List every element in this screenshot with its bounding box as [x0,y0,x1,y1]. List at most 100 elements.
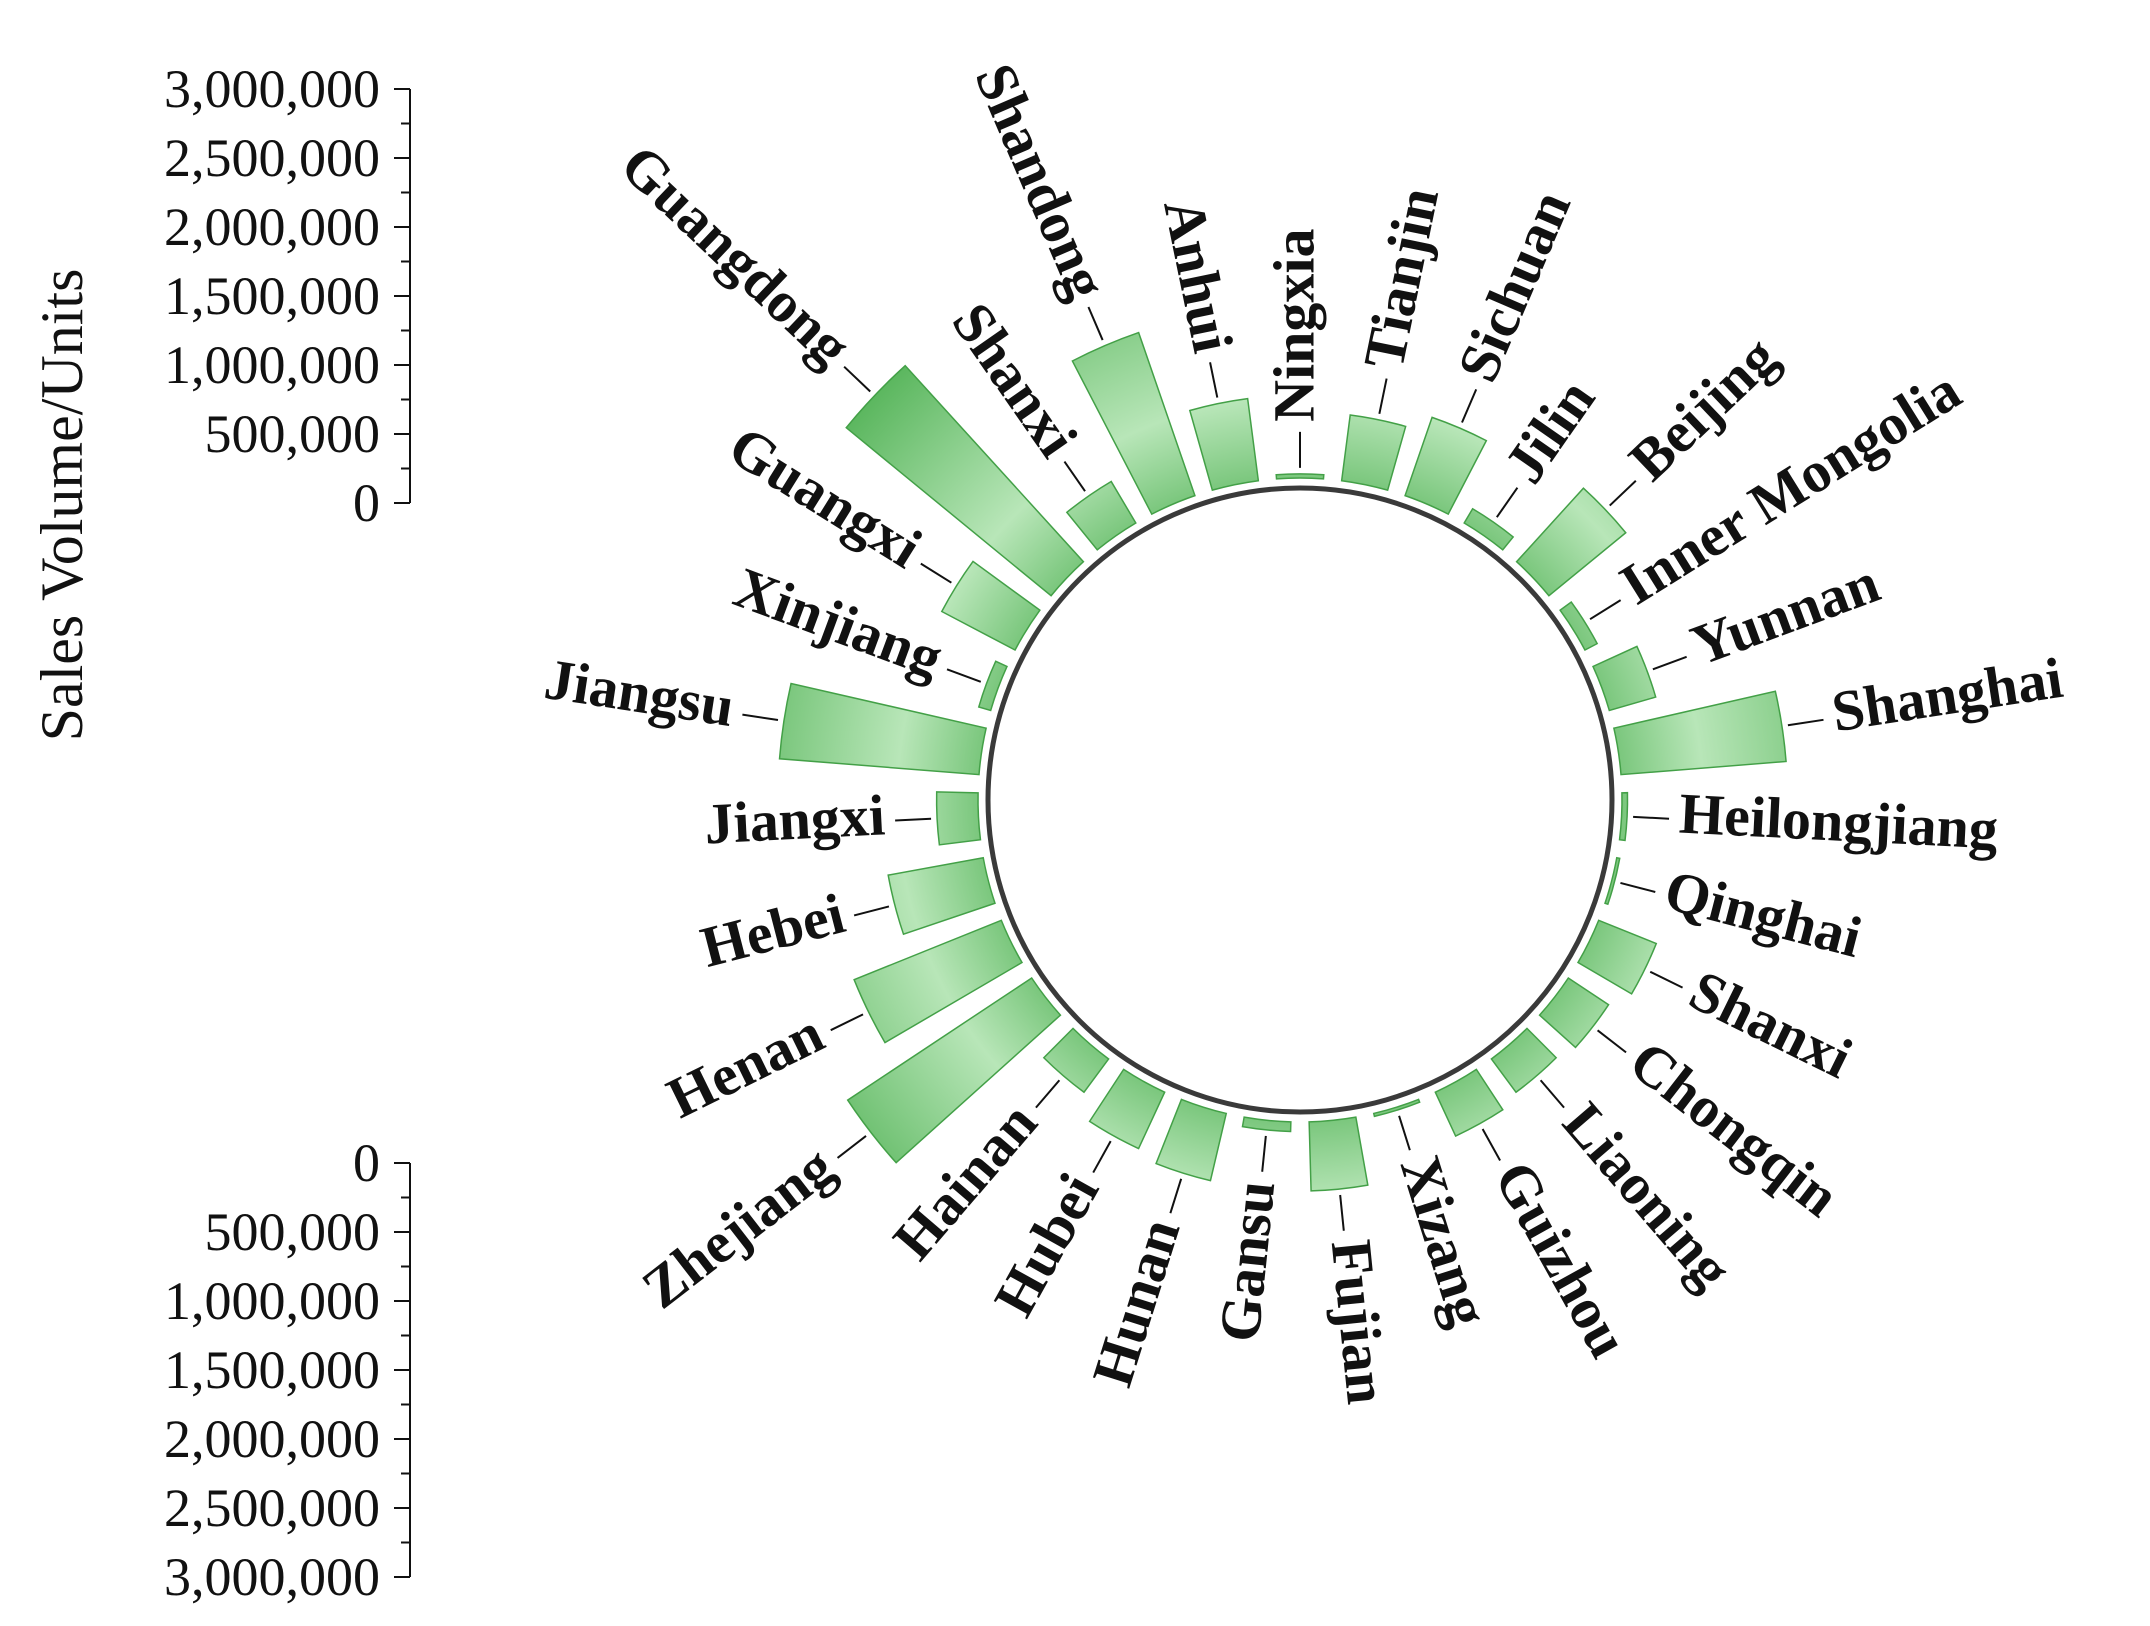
bar-beijing [1515,487,1627,597]
leader-lines [742,306,1824,1231]
category-label: Anhui [1151,193,1246,358]
bar-shanxi [1576,919,1658,995]
y-axis-label: Sales Volume/Units [29,269,95,742]
y-tick-label: 0 [353,1133,380,1193]
category-label: Tianjin [1351,182,1451,374]
leader-line [1398,1115,1411,1151]
leader-line [1339,1194,1345,1231]
y-tick-label: 1,000,000 [164,1271,380,1331]
bar-hebei [887,856,996,936]
base-circle [985,485,1615,1115]
y-axis-top: 0 500,000 1,000,000 1,500,000 2,000,000 2,500… [164,59,411,533]
y-tick-label: 500,000 [205,1202,381,1262]
bar-hainan [1042,1027,1110,1094]
category-label: Fujian [1319,1237,1400,1407]
leader-line [742,713,779,722]
leader-line [843,365,871,393]
leader-line [836,1135,867,1159]
bar-xizang [1372,1098,1421,1118]
y-tick-label: 0 [353,473,380,533]
bar-yunnan [1592,645,1657,712]
category-label: Jiangsu [541,646,739,739]
leader-line [1481,1128,1501,1161]
bar-henan [853,919,1024,1044]
bar-hubei [1088,1068,1166,1150]
category-label: Gansu [1206,1178,1287,1345]
bar-sichuan [1404,416,1488,516]
bar-shanghai [1612,690,1787,776]
category-label: Jiangxi [703,782,887,856]
leader-line [1063,461,1086,492]
bar-liaoning [1490,1027,1558,1094]
y-tick-label: 1,500,000 [164,266,380,326]
leader-line [1378,378,1388,415]
bar-chongqin [1538,976,1610,1049]
y-tick-label: 3,000,000 [164,59,380,119]
leader-line [946,668,982,683]
category-label: Henan [657,1000,833,1131]
bar-ningxia [1275,473,1325,480]
category-label: Zhejiang [630,1133,846,1321]
leader-line [1652,655,1687,671]
leader-line [1649,970,1683,989]
category-label: Ningxia [1261,228,1326,421]
leader-line [1461,389,1478,423]
category-label: Qinghai [1658,857,1868,970]
bar-gansu [1241,1116,1292,1133]
bars [778,331,1787,1192]
category-label: Heilongjiang [1678,781,2000,862]
leader-line [1620,881,1656,893]
leader-line [1609,480,1637,507]
y-tick-label: 2,000,000 [164,1409,380,1469]
leader-line [1633,815,1670,820]
bar-jiangxi [935,791,982,846]
bar-heilongjiang [1618,791,1629,842]
y-tick-label: 2,500,000 [164,128,380,188]
bar-xinjiang [977,660,1008,712]
bar-inner-mongolia [1559,601,1599,652]
leader-line [1787,718,1824,727]
leader-line [920,562,952,584]
category-label: Xinjiang [726,555,951,691]
leader-line [1087,306,1104,341]
bar-guangxi [940,560,1041,652]
bar-anhui [1188,397,1260,492]
y-tick-label: 3,000,000 [164,1547,380,1607]
category-label: Shanghai [1828,645,2067,744]
bar-hunan [1155,1098,1228,1182]
y-axis-bottom: 0 500,000 1,000,000 1,500,000 2,000,000 2,500… [164,1133,411,1607]
y-tick-label: 2,500,000 [164,1478,380,1538]
category-label: Jilin [1491,367,1607,494]
bar-qinghai [1604,856,1621,906]
category-label: Shandong [962,54,1120,308]
leader-line [895,817,932,822]
bar-tianjin [1340,414,1407,492]
leader-line [1261,1135,1267,1172]
category-label: Hebei [694,881,851,980]
leader-line [1589,599,1622,621]
bar-fujian [1308,1116,1369,1192]
leader-line [1035,1079,1061,1109]
leader-line [830,1013,864,1032]
leader-line [1092,1140,1112,1174]
bar-guizhou [1434,1068,1504,1138]
category-label: Guangdong [608,132,863,379]
y-tick-label: 1,000,000 [164,335,380,395]
y-tick-label: 2,000,000 [164,197,380,257]
category-label: Hunan [1079,1211,1192,1394]
category-label: Sichuan [1445,181,1584,390]
bar-shanxi [1065,480,1137,551]
bar-zhejiang [846,976,1062,1164]
y-tick-label: 1,500,000 [164,1340,380,1400]
bar-shandong [1071,331,1196,516]
leader-line [1596,1029,1627,1054]
bar-guangdong [845,364,1085,597]
category-label: Xizang [1388,1148,1502,1333]
bar-jilin [1463,507,1515,551]
bar-jiangsu [778,682,988,776]
y-tick-label: 500,000 [205,404,381,464]
leader-line [1539,1079,1565,1109]
